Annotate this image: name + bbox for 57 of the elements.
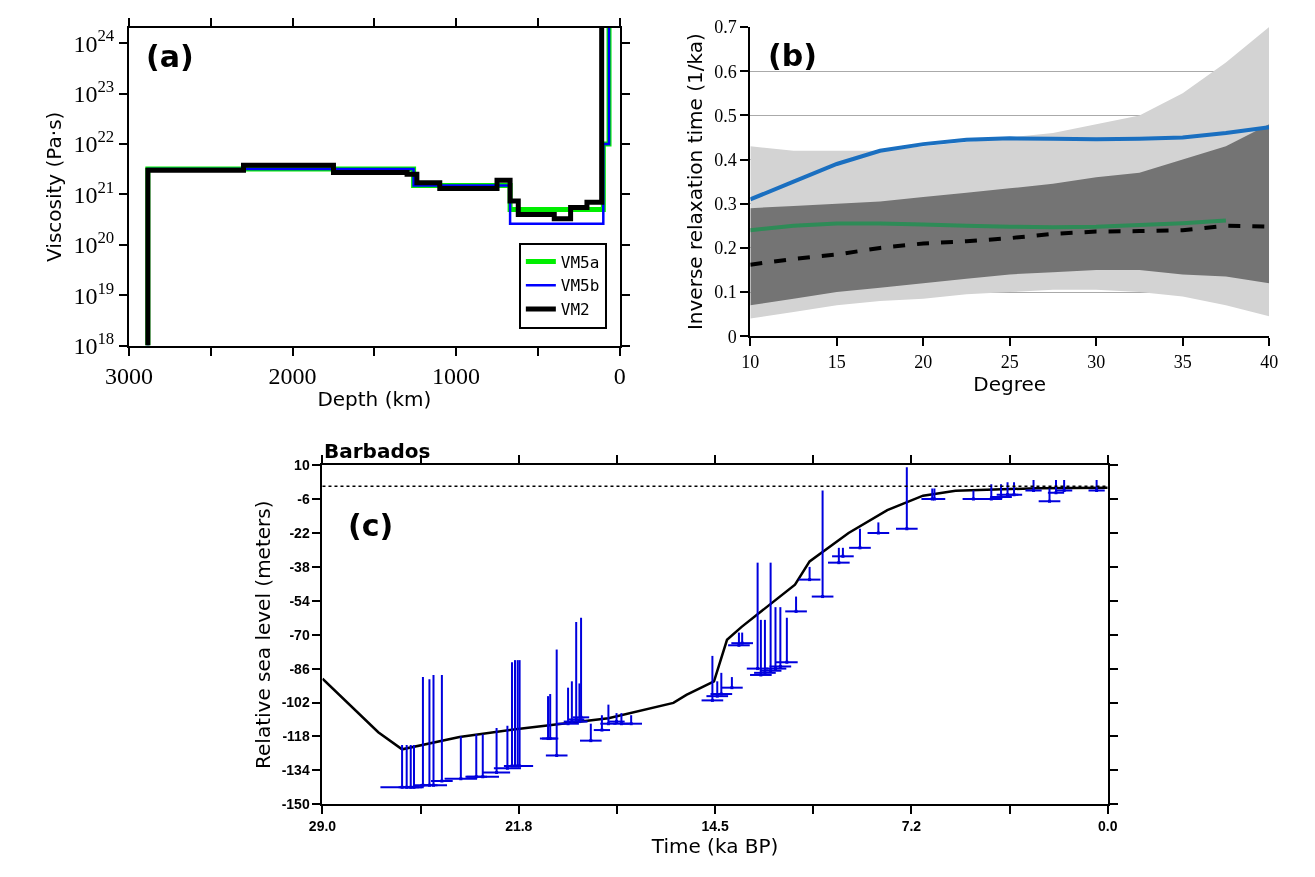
y-axis-title: Viscosity (Pa·s)	[42, 111, 67, 262]
legend-label: VM5b	[560, 276, 600, 296]
y-tick-label: -70	[289, 626, 310, 643]
annotation: (a)	[146, 39, 194, 74]
y-tick-label: -38	[289, 558, 310, 575]
x-tick-label: 0.0	[1097, 818, 1118, 835]
legend-label: VM5a	[560, 252, 600, 272]
y-tick-label: -134	[281, 762, 310, 779]
y-axis-title: Relative sea level (meters)	[250, 500, 275, 769]
annotation: (c)	[348, 508, 394, 543]
x-tick-label: 35	[1173, 351, 1192, 372]
y-tick-label: -86	[289, 660, 310, 677]
y-tick-label: 10$^{22}$	[73, 127, 115, 158]
y-tick-label: 10$^{20}$	[73, 228, 115, 259]
y-axis-title: Inverse relaxation time (1/ka)	[683, 33, 708, 331]
chart-title: Barbados	[324, 439, 431, 463]
x-axis-title: Degree	[973, 371, 1047, 396]
y-tick-label: 0.4	[714, 149, 737, 170]
x-tick-label: 21.8	[505, 818, 533, 835]
y-tick-label: 0.3	[714, 194, 737, 215]
x-axis-title: Time (ka BP)	[650, 834, 779, 859]
y-tick-label: 0.5	[714, 105, 737, 126]
x-tick-label: 2000	[268, 363, 317, 390]
y-tick-label: 10$^{23}$	[73, 76, 115, 107]
x-tick-label: 25	[1000, 351, 1019, 372]
y-tick-label: -118	[282, 728, 310, 745]
x-tick-label: 3000	[105, 363, 154, 390]
x-tick-label: 40	[1260, 351, 1279, 372]
x-tick-label: 10	[741, 351, 760, 372]
y-tick-label: 10$^{24}$	[73, 26, 115, 57]
y-tick-label: -150	[281, 796, 310, 813]
y-tick-label: 10$^{19}$	[73, 278, 115, 309]
x-tick-label: 7.2	[901, 818, 922, 835]
x-tick-label: 29.0	[308, 818, 337, 835]
y-tick-label: 10$^{18}$	[73, 328, 115, 360]
x-tick-label: 0	[613, 363, 626, 390]
y-tick-label: -102	[281, 694, 310, 711]
line-series	[750, 218, 1228, 233]
annotation: (b)	[768, 38, 817, 73]
y-tick-label: -22	[289, 524, 310, 541]
legend-label: VM2	[560, 300, 590, 320]
y-tick-label: -54	[289, 592, 310, 609]
y-tick-label: 0.2	[714, 238, 737, 259]
x-tick-label: 14.5	[701, 818, 729, 835]
y-tick-label: 0.1	[714, 282, 737, 303]
x-tick-label: 1000	[432, 363, 481, 390]
y-tick-label: 10	[294, 457, 310, 474]
y-tick-label: 0.7	[714, 17, 737, 38]
line-series	[750, 125, 1270, 202]
x-tick-label: 15	[827, 351, 846, 372]
y-tick-label: 10$^{21}$	[73, 177, 115, 208]
y-tick-label: 0	[727, 326, 737, 347]
x-axis-title: Depth (km)	[317, 387, 432, 412]
x-tick-label: 20	[914, 351, 933, 372]
y-tick-label: 0.6	[714, 61, 737, 82]
y-tick-label: -6	[297, 490, 310, 507]
x-tick-label: 30	[1087, 351, 1106, 372]
